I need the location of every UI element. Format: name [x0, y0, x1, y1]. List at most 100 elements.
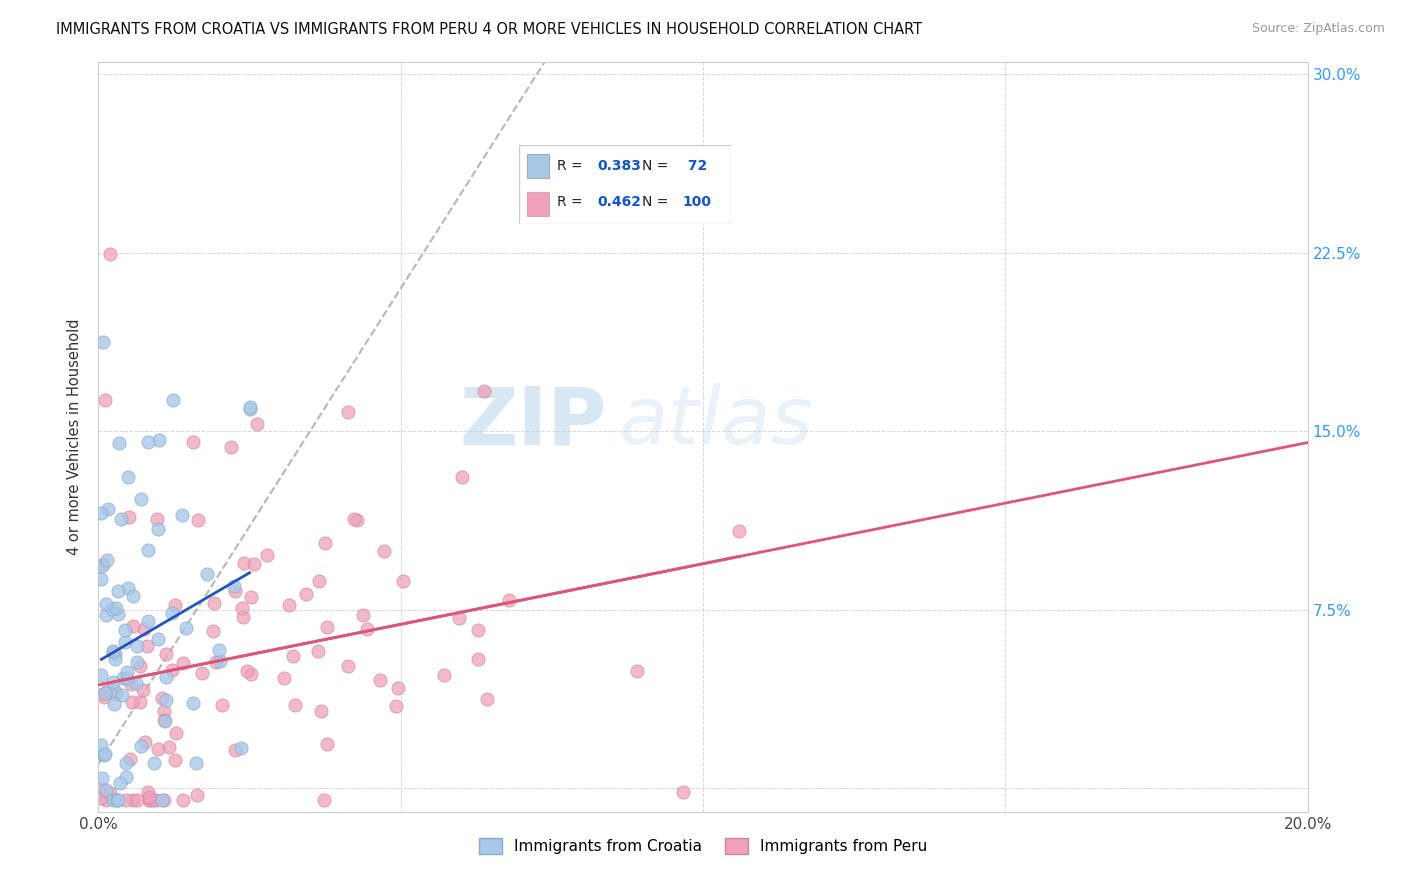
Point	[110, 775, 132, 789]
Point	[281, 648, 304, 663]
Point	[121, 695, 143, 709]
Point	[91, 334, 114, 349]
Point	[90, 668, 112, 682]
Point	[209, 654, 232, 668]
Point	[155, 693, 177, 707]
Point	[104, 652, 127, 666]
Point	[98, 246, 121, 260]
Point	[232, 610, 254, 624]
Y-axis label: 4 or more Vehicles in Household: 4 or more Vehicles in Household	[67, 318, 83, 556]
Point	[475, 692, 498, 706]
Point	[307, 644, 329, 658]
Point	[219, 440, 242, 454]
Point	[163, 598, 186, 612]
Point	[105, 793, 128, 807]
Point	[240, 590, 263, 604]
Point	[104, 687, 127, 701]
Point	[472, 384, 495, 398]
Point	[314, 535, 336, 549]
Point	[97, 501, 120, 516]
Point	[108, 436, 131, 450]
Text: N =: N =	[643, 195, 673, 210]
Text: 72: 72	[682, 159, 707, 173]
Point	[103, 682, 125, 697]
Point	[385, 698, 408, 713]
Point	[352, 607, 374, 622]
Point	[105, 793, 128, 807]
Point	[392, 574, 415, 589]
Point	[94, 393, 117, 408]
Point	[148, 434, 170, 448]
Point	[139, 793, 162, 807]
Point	[172, 508, 194, 522]
Point	[311, 704, 333, 718]
Point	[97, 682, 120, 697]
Point	[498, 592, 520, 607]
Point	[114, 770, 136, 784]
Point	[131, 683, 153, 698]
Point	[138, 793, 160, 807]
Point	[115, 672, 138, 686]
Point	[224, 583, 246, 598]
Point	[343, 512, 366, 526]
Point	[93, 747, 115, 762]
Point	[202, 596, 225, 610]
Point	[162, 606, 184, 620]
Point	[239, 400, 262, 414]
Point	[181, 696, 204, 710]
Text: 100: 100	[682, 195, 711, 210]
Point	[231, 600, 253, 615]
Point	[136, 615, 159, 629]
Point	[125, 676, 148, 690]
Point	[181, 435, 204, 450]
Point	[107, 607, 129, 622]
Point	[150, 793, 173, 807]
Text: 0.462: 0.462	[598, 195, 641, 210]
Point	[239, 401, 262, 416]
Point	[201, 624, 224, 639]
Point	[152, 704, 174, 718]
Point	[336, 659, 359, 673]
Point	[224, 579, 246, 593]
Point	[467, 652, 489, 666]
Point	[187, 513, 209, 527]
Point	[172, 656, 194, 670]
Point	[148, 522, 170, 536]
Text: ZIP: ZIP	[458, 383, 606, 461]
Point	[131, 739, 153, 753]
Legend: Immigrants from Croatia, Immigrants from Peru: Immigrants from Croatia, Immigrants from…	[472, 832, 934, 860]
Point	[314, 793, 336, 807]
Point	[138, 434, 160, 449]
Point	[337, 405, 360, 419]
Point	[224, 743, 246, 757]
Point	[125, 793, 148, 807]
Point	[256, 548, 278, 562]
Point	[110, 512, 132, 526]
Point	[90, 772, 112, 786]
Point	[117, 581, 139, 595]
Point	[90, 687, 112, 701]
Point	[90, 573, 112, 587]
Point	[103, 698, 125, 712]
Point	[107, 793, 129, 807]
Point	[98, 785, 121, 799]
Text: R =: R =	[557, 195, 588, 210]
Point	[125, 655, 148, 669]
Point	[120, 677, 142, 691]
Point	[356, 622, 378, 636]
Point	[94, 597, 117, 611]
Point	[246, 417, 269, 432]
Point	[153, 793, 176, 807]
Text: N =: N =	[643, 159, 673, 173]
Point	[105, 601, 128, 615]
Point	[157, 739, 180, 754]
Point	[368, 673, 391, 687]
Point	[101, 793, 124, 807]
Point	[107, 584, 129, 599]
Point	[146, 632, 169, 646]
Bar	[527, 192, 548, 216]
Point	[433, 668, 456, 682]
Point	[94, 686, 117, 700]
Point	[672, 785, 695, 799]
Point	[172, 793, 194, 807]
